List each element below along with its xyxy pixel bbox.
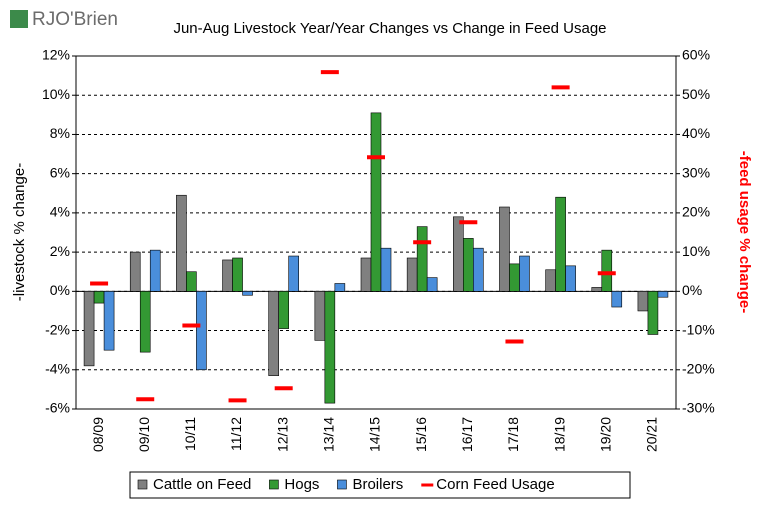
y-tick-label: 8% xyxy=(50,125,70,141)
bar xyxy=(519,255,530,292)
y2-tick-label: 0% xyxy=(682,282,702,298)
bar xyxy=(324,291,336,404)
bar xyxy=(103,291,115,351)
x-tick-label: 18/19 xyxy=(551,417,567,452)
bar xyxy=(406,257,418,292)
bar xyxy=(555,196,566,292)
x-tick-label: 10/11 xyxy=(182,417,198,451)
bar xyxy=(242,291,253,296)
bar xyxy=(453,216,464,292)
y2-tick-label: 40% xyxy=(682,125,710,141)
x-tick-label: 17/18 xyxy=(505,417,521,452)
bar xyxy=(545,269,556,292)
chart-title: Jun-Aug Livestock Year/Year Changes vs C… xyxy=(173,20,606,37)
bar xyxy=(463,238,474,292)
y-axis-label: -livestock % change- xyxy=(11,163,28,301)
bar xyxy=(222,259,233,292)
x-tick-label: 15/16 xyxy=(413,417,429,452)
bar xyxy=(196,291,207,371)
y-tick-label: -4% xyxy=(45,360,70,376)
x-tick-label: 13/14 xyxy=(321,417,337,452)
logo-mark xyxy=(10,10,28,28)
plot-frame xyxy=(75,55,677,410)
x-tick-label: 12/13 xyxy=(274,417,290,452)
bar xyxy=(288,255,299,292)
y-tick-label: 0% xyxy=(50,282,70,298)
x-tick-label: 20/21 xyxy=(644,417,660,452)
bar xyxy=(334,283,346,292)
x-tick-label: 14/15 xyxy=(367,417,383,452)
bar xyxy=(268,291,279,376)
y2-tick-label: 10% xyxy=(682,243,710,259)
bar xyxy=(499,206,510,292)
bar xyxy=(139,291,151,353)
y2-tick-label: -30% xyxy=(682,400,715,416)
bar xyxy=(637,291,649,312)
legend-swatch xyxy=(337,479,347,490)
bar xyxy=(314,291,326,341)
y-tick-label: 6% xyxy=(50,164,70,180)
y2-tick-label: 60% xyxy=(682,47,710,63)
x-tick-label: 08/09 xyxy=(90,417,106,452)
x-tick-label: 16/17 xyxy=(459,417,475,452)
legend-swatch xyxy=(137,479,148,490)
x-tick-label: 11/12 xyxy=(228,417,244,451)
y2-axis-label: -feed usage % change- xyxy=(736,151,753,314)
bar xyxy=(149,249,161,292)
bar xyxy=(657,291,669,298)
bar xyxy=(473,247,484,292)
bar xyxy=(565,265,576,292)
legend-label: Broilers xyxy=(352,476,403,493)
y2-tick-label: -20% xyxy=(682,360,715,376)
y2-tick-label: 50% xyxy=(682,86,710,102)
y-tick-label: 10% xyxy=(42,86,70,102)
bar xyxy=(83,291,95,367)
bar xyxy=(509,263,520,292)
bar xyxy=(426,277,438,292)
bar xyxy=(591,287,603,292)
bar xyxy=(416,226,428,292)
legend-box xyxy=(129,471,631,499)
bar xyxy=(278,291,289,329)
bar xyxy=(380,247,392,292)
x-tick-label: 09/10 xyxy=(136,417,152,452)
logo: RJO'Brien xyxy=(32,9,118,30)
legend-label: Hogs xyxy=(284,476,319,493)
y2-tick-label: -10% xyxy=(682,321,715,337)
bar xyxy=(232,257,243,292)
x-tick-label: 19/20 xyxy=(597,417,613,452)
legend-label: Cattle on Feed xyxy=(153,476,251,493)
y-tick-label: -6% xyxy=(45,400,70,416)
bar xyxy=(129,251,141,292)
y2-tick-label: 30% xyxy=(682,164,710,180)
y2-tick-label: 20% xyxy=(682,204,710,220)
legend-swatch xyxy=(269,479,279,490)
bar xyxy=(611,291,623,308)
y-tick-label: -2% xyxy=(45,321,70,337)
legend-label: Corn Feed Usage xyxy=(436,476,554,493)
bar xyxy=(186,271,197,292)
bar xyxy=(93,291,105,304)
y-tick-label: 2% xyxy=(50,243,70,259)
y-tick-label: 4% xyxy=(50,204,70,220)
bar xyxy=(647,291,659,335)
bar xyxy=(360,257,372,292)
bar xyxy=(370,112,382,292)
bar xyxy=(176,194,187,292)
y-tick-label: 12% xyxy=(42,47,70,63)
bar xyxy=(601,249,613,292)
